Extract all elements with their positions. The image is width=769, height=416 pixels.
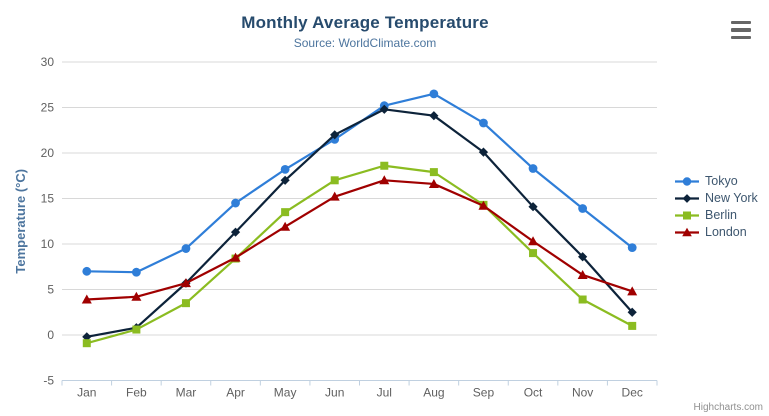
- y-axis-tick-label: 15: [41, 192, 55, 206]
- square-marker-icon[interactable]: [330, 176, 339, 185]
- x-axis-tick-label: Jan: [77, 386, 96, 400]
- legend-item-new-york[interactable]: New York: [674, 190, 758, 206]
- square-marker-icon[interactable]: [529, 249, 538, 258]
- y-axis-tick-label: 25: [41, 101, 55, 115]
- legend-label: Berlin: [705, 208, 737, 222]
- circle-marker-icon[interactable]: [231, 198, 240, 208]
- y-axis-tick-label: -5: [43, 374, 54, 388]
- legend-item-london[interactable]: London: [674, 224, 758, 240]
- y-axis-tick-label: 30: [41, 55, 55, 69]
- legend-label: London: [705, 225, 747, 239]
- diamond-marker-icon[interactable]: [627, 307, 637, 317]
- circle-marker-icon[interactable]: [627, 243, 637, 253]
- diamond-marker-icon[interactable]: [280, 175, 290, 185]
- triangle-marker-icon[interactable]: [577, 269, 588, 279]
- square-marker-icon[interactable]: [281, 208, 290, 217]
- series-london[interactable]: [81, 175, 638, 304]
- legend-label: Tokyo: [705, 174, 738, 188]
- square-marker-icon[interactable]: [578, 295, 587, 304]
- circle-marker-icon[interactable]: [578, 204, 588, 213]
- triangle-marker-icon[interactable]: [280, 221, 291, 231]
- x-axis-tick-label: Sep: [473, 386, 495, 400]
- series-new-york[interactable]: [82, 104, 637, 342]
- series-line-new-york[interactable]: [85, 108, 634, 338]
- hamburger-menu-icon: [731, 28, 751, 32]
- hamburger-menu-icon: [731, 21, 751, 25]
- series-line-london[interactable]: [85, 179, 634, 301]
- triangle-marker-icon[interactable]: [528, 236, 539, 246]
- legend-marker-icon: [675, 211, 699, 219]
- triangle-marker-icon[interactable]: [81, 294, 92, 304]
- x-axis-tick-label: May: [274, 386, 297, 400]
- x-axis-tick-label: Mar: [176, 386, 197, 400]
- diamond-marker-icon[interactable]: [429, 111, 439, 121]
- square-marker-icon[interactable]: [132, 325, 141, 334]
- series-tokyo[interactable]: [82, 89, 637, 277]
- y-axis-tick-label: 0: [47, 328, 54, 342]
- triangle-marker-icon[interactable]: [379, 175, 390, 185]
- y-axis-tick-label: 5: [47, 283, 54, 297]
- diamond-marker-icon[interactable]: [478, 147, 489, 157]
- y-axis-tick-label: 20: [41, 146, 55, 160]
- legend-marker-icon: [675, 193, 699, 203]
- triangle-marker-icon[interactable]: [329, 191, 340, 201]
- legend-marker-icon: [675, 176, 699, 186]
- circle-marker-icon[interactable]: [429, 89, 439, 99]
- triangle-marker-icon[interactable]: [131, 291, 142, 301]
- x-axis-tick-label: Jul: [377, 386, 392, 400]
- diamond-marker-icon[interactable]: [578, 252, 588, 262]
- legend-marker-icon: [675, 227, 699, 236]
- triangle-marker-icon[interactable]: [180, 278, 191, 288]
- chart-context-menu-button[interactable]: [727, 19, 755, 41]
- x-axis-tick-label: Nov: [572, 386, 593, 400]
- diamond-marker-icon[interactable]: [379, 104, 389, 114]
- square-marker-icon[interactable]: [628, 321, 637, 330]
- legend-label: New York: [705, 191, 758, 205]
- hamburger-menu-icon: [731, 35, 751, 39]
- triangle-marker-icon[interactable]: [478, 200, 489, 210]
- highcharts-credit-link[interactable]: Highcharts.com: [693, 402, 763, 413]
- diamond-marker-icon[interactable]: [82, 332, 92, 342]
- y-axis-tick-label: 10: [41, 237, 55, 251]
- legend-item-tokyo[interactable]: Tokyo: [674, 173, 758, 189]
- series-line-berlin[interactable]: [85, 164, 634, 345]
- circle-marker-icon[interactable]: [528, 164, 538, 173]
- circle-marker-icon[interactable]: [181, 244, 191, 253]
- circle-marker-icon[interactable]: [479, 118, 488, 128]
- x-axis-tick-label: Aug: [423, 386, 444, 400]
- circle-marker-icon[interactable]: [131, 267, 141, 277]
- legend-item-berlin[interactable]: Berlin: [674, 207, 758, 223]
- series-berlin[interactable]: [82, 161, 637, 348]
- x-axis-tick-label: Jun: [325, 386, 344, 400]
- triangle-marker-icon[interactable]: [428, 178, 439, 188]
- legend: Tokyo New York Berlin London: [674, 173, 758, 240]
- chart-title: Monthly Average Temperature: [241, 13, 489, 32]
- square-marker-icon[interactable]: [380, 161, 389, 170]
- triangle-marker-icon[interactable]: [627, 286, 638, 296]
- diamond-marker-icon[interactable]: [230, 227, 241, 237]
- square-marker-icon[interactable]: [82, 339, 91, 348]
- x-axis-tick-label: Dec: [622, 386, 643, 400]
- x-axis-tick-label: Apr: [226, 386, 245, 400]
- x-axis-tick-label: Oct: [524, 386, 543, 400]
- diamond-marker-icon[interactable]: [528, 202, 538, 212]
- y-axis-title: Temperature (°C): [13, 169, 28, 274]
- circle-marker-icon[interactable]: [280, 164, 290, 174]
- circle-marker-icon[interactable]: [82, 266, 92, 276]
- square-marker-icon[interactable]: [429, 168, 438, 177]
- square-marker-icon[interactable]: [181, 299, 190, 308]
- triangle-marker-icon[interactable]: [230, 252, 241, 262]
- x-axis-tick-label: Feb: [126, 386, 147, 400]
- series-line-tokyo[interactable]: [85, 92, 634, 274]
- chart-subtitle: Source: WorldClimate.com: [293, 36, 437, 50]
- diamond-marker-icon[interactable]: [330, 130, 340, 140]
